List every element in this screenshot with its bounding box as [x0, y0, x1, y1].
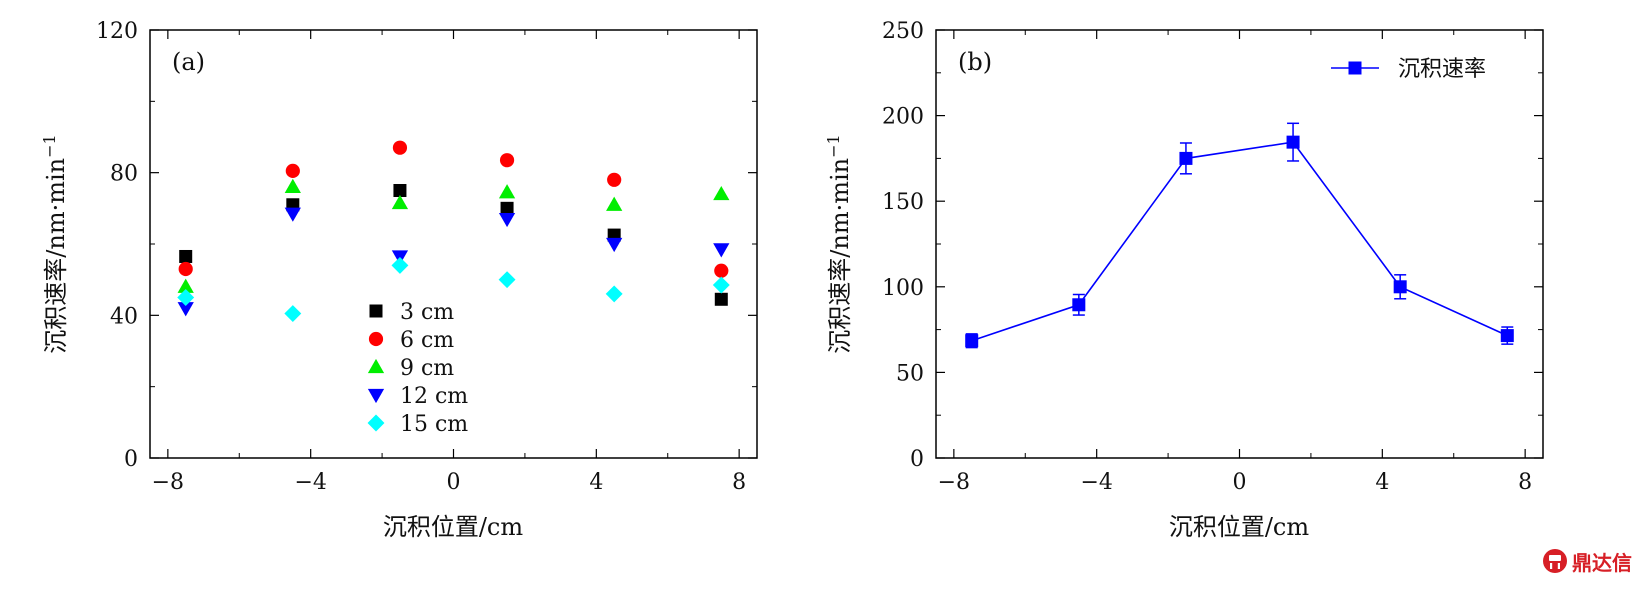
x-tick-label: −8 [938, 470, 970, 495]
plot-area-b-frame [935, 29, 1544, 459]
y-tick-label: 50 [896, 361, 924, 386]
data-point [1393, 280, 1407, 294]
legend-marker [1348, 61, 1362, 75]
x-axis-title-b: 沉积位置/cm [1169, 513, 1310, 541]
data-point [1500, 329, 1514, 343]
data-point [500, 201, 514, 215]
legend-marker [368, 331, 384, 347]
legend-marker [369, 304, 383, 318]
y-axis-title-a-sup: −1 [40, 134, 59, 158]
dingdaxin-logo-icon [1543, 549, 1567, 573]
legend-label: 9 cm [400, 356, 454, 381]
x-tick-label: 0 [1233, 470, 1247, 495]
data-point [284, 207, 301, 222]
data-point [1179, 151, 1193, 165]
data-point [179, 249, 193, 263]
legend-b: 沉积速率 [1331, 57, 1486, 82]
x-tick-label: 8 [1518, 470, 1532, 495]
x-axis-title-a: 沉积位置/cm [383, 513, 524, 541]
y-tick-label: 40 [110, 304, 138, 329]
y-axis-title-a-main: 沉积速率/nm·min [42, 158, 70, 354]
data-point [605, 285, 623, 303]
legend-a: 3 cm 6 cm 9 cm 12 cm 15 cm [367, 300, 468, 437]
y-tick-label: 250 [882, 19, 924, 44]
data-point [712, 276, 730, 294]
x-ticks-a: −8 −4 0 4 8 [152, 30, 746, 495]
data-point [498, 212, 516, 228]
legend-label: 3 cm [400, 300, 454, 325]
x-tick-label: 4 [1375, 470, 1389, 495]
panel-label-a: (a) [172, 48, 205, 76]
data-point [284, 305, 302, 322]
x-tick-label: 8 [732, 470, 746, 495]
data-point [499, 153, 515, 168]
x-tick-label: 4 [589, 470, 603, 495]
watermark: 鼎达信 [1542, 546, 1632, 576]
y-tick-label: 0 [910, 447, 924, 472]
data-point [714, 263, 729, 278]
data-point [714, 292, 728, 306]
data-point [393, 184, 407, 197]
watermark-text: 鼎达信 [1572, 550, 1632, 575]
y-axis-title-b-main: 沉积速率/nm·min [826, 158, 854, 354]
panel-label-b: (b) [958, 48, 992, 76]
legend-label: 15 cm [400, 412, 468, 437]
data-point [498, 271, 516, 289]
data-point [392, 140, 408, 155]
data-point [285, 163, 300, 178]
data-marks-a [177, 140, 730, 322]
y-axis-title-b: 沉积速率/nm·min−1 [824, 134, 854, 353]
y-tick-label: 150 [882, 190, 924, 215]
legend-label: 沉积速率 [1398, 57, 1486, 82]
data-point [1286, 135, 1300, 149]
y-tick-label: 200 [882, 105, 924, 130]
legend-marker [367, 358, 385, 374]
data-point [606, 237, 623, 253]
data-point [498, 184, 516, 199]
legend-label: 12 cm [400, 384, 468, 409]
data-point [391, 256, 409, 274]
y-tick-label: 80 [110, 162, 138, 187]
data-point [177, 278, 194, 293]
y-tick-label: 0 [124, 447, 138, 472]
data-point [965, 334, 979, 348]
legend-label: 6 cm [400, 328, 454, 353]
data-point [713, 185, 730, 201]
y-tick-label: 100 [882, 276, 924, 301]
series-line [971, 141, 1508, 342]
data-point [177, 302, 194, 317]
data-point [178, 261, 193, 277]
y-axis-title-a: 沉积速率/nm·min−1 [40, 134, 70, 353]
data-point [713, 243, 730, 258]
chart-b: −8 −4 0 4 8 0 50 100 150 200 250 (b) 沉积位置/cm 沉积速率… [824, 19, 1544, 541]
legend-marker [367, 388, 385, 404]
data-point [607, 172, 622, 187]
x-ticks-b: −8 −4 0 4 8 [938, 30, 1532, 495]
y-ticks-b: 0 50 100 150 200 250 [882, 19, 1543, 472]
legend-marker [367, 414, 385, 432]
x-tick-label: −4 [294, 470, 326, 495]
y-tick-label: 120 [96, 19, 138, 44]
data-marks-b [965, 122, 1514, 349]
data-point [606, 196, 623, 211]
y-ticks-a: 0 40 80 120 [96, 19, 757, 472]
x-tick-label: 0 [447, 470, 461, 495]
chart-a: −8 −4 0 4 8 0 40 80 120 (a) 沉积位置/cm 沉积速率/nm·min… [40, 19, 758, 541]
data-point [1072, 298, 1086, 312]
data-point [391, 194, 409, 210]
y-axis-title-b-sup: −1 [824, 134, 843, 158]
data-point [284, 178, 301, 194]
data-point [177, 289, 195, 306]
x-tick-label: −8 [152, 470, 184, 495]
x-tick-label: −4 [1080, 470, 1112, 495]
